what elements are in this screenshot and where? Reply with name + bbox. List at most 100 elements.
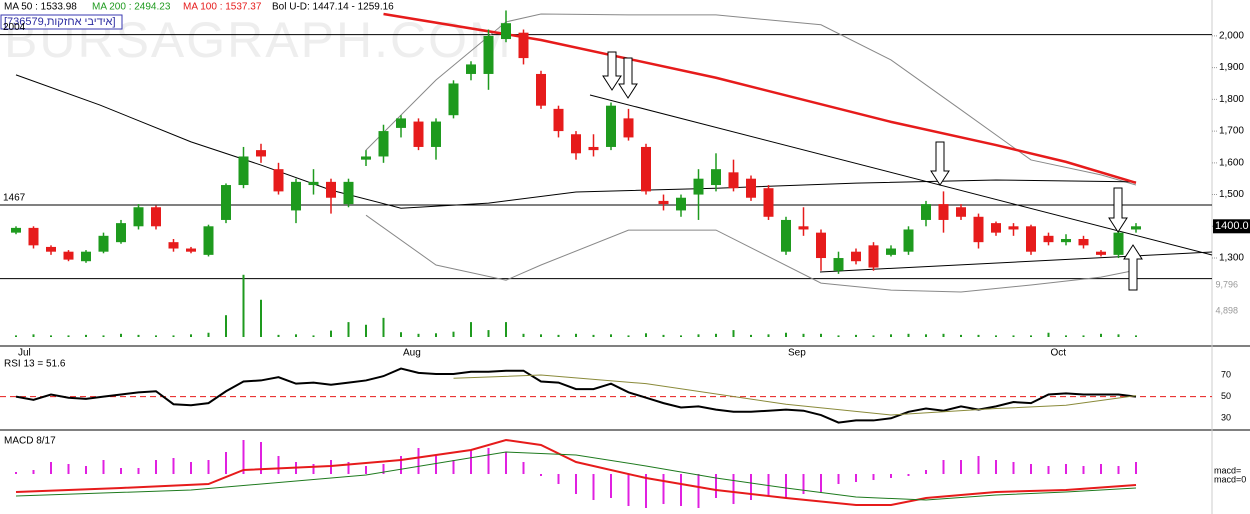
macd-label: macd= xyxy=(1214,465,1241,475)
volume-bar xyxy=(330,330,332,337)
macd-label: macd=0 xyxy=(1214,474,1246,484)
volume-bar xyxy=(592,334,595,337)
volume-bar xyxy=(680,335,682,337)
histogram-bar xyxy=(452,460,455,474)
candle-body xyxy=(483,35,494,74)
volume-bar xyxy=(120,333,122,337)
histogram-bar xyxy=(155,460,157,474)
histogram-bar xyxy=(382,464,385,474)
volume-bar xyxy=(470,322,472,337)
candle-body xyxy=(1113,232,1124,255)
volume-bar xyxy=(260,299,262,337)
histogram-bar xyxy=(627,474,630,506)
y-tick-label: 1,900 xyxy=(1219,62,1244,73)
candle-body xyxy=(1096,251,1106,255)
volume-bar xyxy=(837,335,840,337)
annotation-arrow xyxy=(1108,187,1128,233)
candle-body xyxy=(1043,235,1054,243)
candle-body xyxy=(396,118,406,128)
histogram-bar xyxy=(312,464,315,474)
volume-bar xyxy=(522,333,525,337)
candle-body xyxy=(11,227,21,233)
candle-body xyxy=(413,121,424,147)
volume-bar xyxy=(907,333,910,337)
y-tick-label: 30 xyxy=(1221,413,1231,423)
candle-body xyxy=(501,23,511,40)
candle-body xyxy=(203,226,214,255)
candle-body xyxy=(63,251,74,260)
candle-body xyxy=(903,229,914,252)
histogram-bar xyxy=(872,474,875,480)
histogram-bar xyxy=(417,448,420,474)
histogram-bar xyxy=(750,474,752,500)
volume-bar xyxy=(890,334,892,337)
candle-body xyxy=(606,105,616,147)
last-price-box xyxy=(1213,219,1250,234)
histogram-bar xyxy=(120,468,122,474)
histogram-bar xyxy=(855,474,857,482)
volume-bar xyxy=(382,317,385,337)
x-tick-label: Aug xyxy=(403,348,421,359)
bollinger-band xyxy=(365,214,1137,293)
volume-bar xyxy=(610,334,612,337)
chart-title: [736579,אידיבי אחזקות] xyxy=(4,16,116,28)
annotation-arrow xyxy=(930,141,950,186)
histogram-bar xyxy=(942,460,945,474)
volume-bar xyxy=(67,335,70,337)
histogram-bar xyxy=(1135,462,1137,474)
series-line xyxy=(15,74,1137,209)
candle-body xyxy=(256,150,266,157)
volume-bar xyxy=(855,334,857,337)
histogram-bar xyxy=(50,462,52,474)
histogram-bar xyxy=(172,458,175,474)
series-line xyxy=(15,367,1137,424)
volume-bar xyxy=(697,334,700,337)
volume-bar xyxy=(575,333,577,337)
volume-bar xyxy=(400,332,402,337)
candle-body xyxy=(81,251,91,262)
volume-bar xyxy=(785,332,787,337)
y-tick-label: 2,000 xyxy=(1219,31,1244,42)
volume-bar xyxy=(172,335,175,337)
candle-body xyxy=(98,235,109,252)
histogram-bar xyxy=(837,474,840,484)
histogram-bar xyxy=(207,460,210,474)
volume-bar xyxy=(942,333,945,337)
candle-body xyxy=(728,172,739,189)
volume-bar xyxy=(365,324,367,337)
volume-bar xyxy=(15,335,17,337)
volume-bar xyxy=(1117,334,1120,337)
last-price-label: 1400.0 xyxy=(1215,220,1249,232)
legend-ma50: MA 50 : 1533.98 xyxy=(4,2,77,13)
candle-body xyxy=(116,223,126,243)
series-line xyxy=(453,374,1137,416)
volume-bar xyxy=(995,335,997,337)
candle-body xyxy=(658,200,669,205)
histogram-bar xyxy=(890,474,892,478)
candle-body xyxy=(816,232,826,259)
candle-body xyxy=(133,207,144,227)
level-label: 1467 xyxy=(3,193,26,204)
histogram-bar xyxy=(102,460,105,474)
y-tick-label: 1,600 xyxy=(1219,157,1244,168)
volume-bar xyxy=(872,335,875,337)
histogram-bar xyxy=(1100,464,1102,474)
trend-line xyxy=(589,94,1213,256)
histogram-bar xyxy=(680,474,682,506)
x-tick-label: Oct xyxy=(1051,348,1067,359)
title-box xyxy=(0,14,123,30)
volume-bar xyxy=(242,274,245,337)
volume-bar xyxy=(767,334,770,337)
histogram-bar xyxy=(960,460,962,474)
histogram-bar xyxy=(977,456,980,474)
volume-bar xyxy=(190,334,192,337)
candle-body xyxy=(518,32,529,59)
histogram-bar xyxy=(907,474,910,476)
histogram-bar xyxy=(190,462,192,474)
histogram-bar xyxy=(1117,466,1120,474)
volume-bar xyxy=(1030,335,1032,337)
candle-body xyxy=(466,64,476,74)
volume-tick-label: 4,898 xyxy=(1215,305,1238,315)
volume-bar xyxy=(925,334,927,337)
volume-bar xyxy=(505,322,507,337)
